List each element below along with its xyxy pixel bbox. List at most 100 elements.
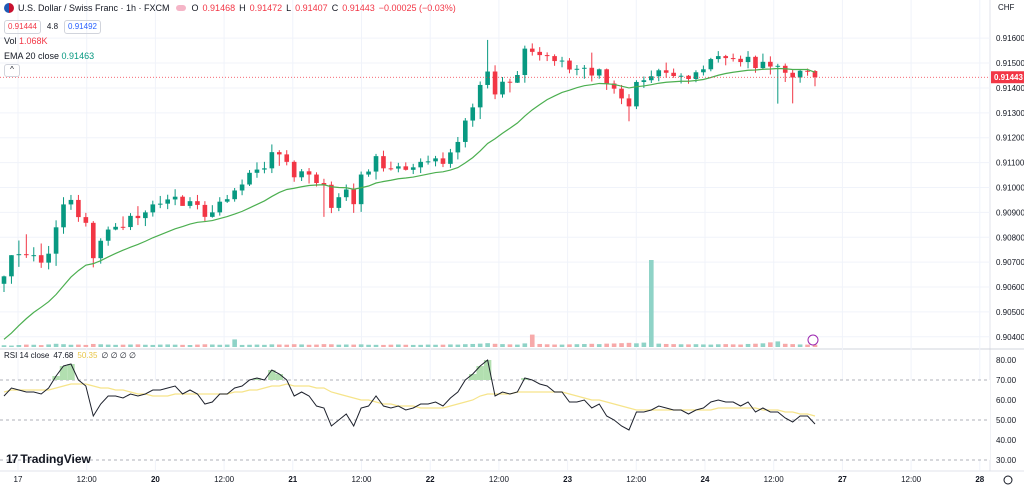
volume-bar — [649, 260, 654, 347]
volume-bar — [143, 344, 148, 347]
buy-price-button[interactable]: 0.91492 — [64, 20, 101, 34]
candle-body — [663, 70, 669, 73]
rsi-value: 47.68 — [53, 351, 74, 360]
ohlc-open-value: 0.91468 — [202, 3, 236, 13]
candle-body — [619, 88, 624, 99]
candle-body — [157, 203, 163, 205]
volume-bar — [797, 344, 803, 347]
candle-body — [403, 166, 409, 170]
tradingview-logo-text: TradingView — [20, 452, 91, 466]
volume-bar — [128, 344, 133, 347]
rsi-tick-label: 60.00 — [996, 396, 1017, 405]
ohlc-change: −0.00025 (−0.03%) — [378, 3, 456, 13]
candle-body — [291, 161, 297, 178]
price-tick-label: 0.91000 — [996, 183, 1024, 192]
volume-bar — [589, 343, 595, 347]
ohlc-low-value: 0.91407 — [295, 3, 328, 13]
volume-bar — [812, 344, 818, 347]
volume-bar — [730, 344, 736, 347]
price-tick-label: 0.90500 — [996, 308, 1024, 317]
symbol-title[interactable]: U.S. Dollar / Swiss Franc · 1h · FXCM — [18, 3, 170, 13]
candle-body — [656, 70, 662, 77]
ema-value: 0.91463 — [61, 51, 95, 61]
settings-gear-icon[interactable] — [1003, 475, 1013, 485]
candle-body — [589, 67, 595, 76]
rsi-legend[interactable]: RSI 14 close 47.68 50.35 ∅ ∅ ∅ ∅ — [4, 351, 136, 360]
candle-body — [343, 189, 349, 198]
candle-body — [336, 197, 342, 208]
sell-price-button[interactable]: 0.91444 — [4, 20, 41, 34]
volume-bar — [567, 344, 572, 347]
time-tick-label: 24 — [701, 475, 710, 484]
volume-bar — [98, 344, 104, 347]
volume-bar — [210, 344, 215, 347]
candle-body — [38, 255, 44, 263]
candle-body — [805, 70, 810, 72]
time-tick-label: 17 — [14, 475, 23, 484]
volume-bar — [284, 344, 290, 347]
candle-body — [202, 204, 208, 217]
volume-bar — [462, 344, 468, 347]
volume-bar — [224, 344, 230, 347]
volume-bar — [455, 344, 461, 347]
candle-body — [418, 161, 423, 168]
ema-label: EMA 20 close — [4, 51, 60, 61]
volume-bar — [269, 344, 275, 347]
volume-label: Vol — [4, 36, 17, 46]
candle-body — [671, 72, 676, 77]
volume-bar — [515, 344, 520, 347]
price-tick-label: 0.90700 — [996, 258, 1024, 267]
candle-body — [574, 68, 580, 70]
candle-body — [582, 67, 587, 69]
legend-collapse[interactable]: ^ — [4, 63, 20, 77]
price-tick-label: 0.91300 — [996, 109, 1024, 118]
candle-body — [544, 55, 550, 57]
volume-bar — [440, 344, 446, 347]
tradingview-logo[interactable]: 17 TradingView — [6, 452, 91, 466]
candle-body — [515, 75, 520, 83]
candle-body — [61, 204, 66, 228]
candle-body — [284, 154, 290, 162]
candle-body — [552, 56, 557, 62]
volume-bar — [671, 344, 676, 347]
candle-body — [98, 240, 104, 259]
candle-body — [143, 212, 148, 219]
candle-body — [195, 201, 200, 205]
volume-bar — [500, 344, 505, 347]
rsi-tick-label: 40.00 — [996, 436, 1017, 445]
candle-body — [113, 226, 118, 230]
time-tick-label: 12:00 — [214, 475, 235, 484]
candle-body — [68, 199, 74, 205]
volume-bar — [634, 343, 639, 347]
candle-body — [16, 254, 22, 256]
price-tick-label: 0.91100 — [996, 159, 1024, 168]
candle-body — [358, 174, 364, 205]
volume-bar — [686, 344, 691, 347]
alert-pill-icon[interactable] — [175, 5, 186, 11]
volume-legend[interactable]: Vol 1.068K — [4, 35, 48, 47]
volume-bar — [195, 344, 200, 347]
volume-bar — [433, 344, 438, 347]
ema-legend[interactable]: EMA 20 close 0.91463 — [4, 50, 94, 62]
volume-bar — [611, 343, 617, 347]
volume-bar — [306, 344, 312, 347]
time-tick-label: 12:00 — [351, 475, 372, 484]
volume-bar — [388, 344, 394, 347]
lightning-icon[interactable] — [807, 334, 819, 346]
volume-bar — [596, 344, 602, 347]
volume-bar — [113, 344, 118, 347]
candle-body — [626, 98, 632, 107]
time-tick-label: 23 — [563, 475, 572, 484]
candle-body — [790, 72, 795, 78]
volume-bar — [157, 344, 163, 347]
candle-body — [567, 60, 572, 70]
current-price-label: 0.91443 — [994, 73, 1023, 82]
volume-bar — [105, 344, 111, 347]
candle-body — [500, 81, 505, 95]
candle-body — [649, 76, 654, 81]
candle-body — [217, 201, 223, 213]
candle-body — [485, 71, 490, 85]
chevron-up-icon[interactable]: ^ — [4, 64, 20, 77]
volume-bar — [641, 342, 647, 347]
